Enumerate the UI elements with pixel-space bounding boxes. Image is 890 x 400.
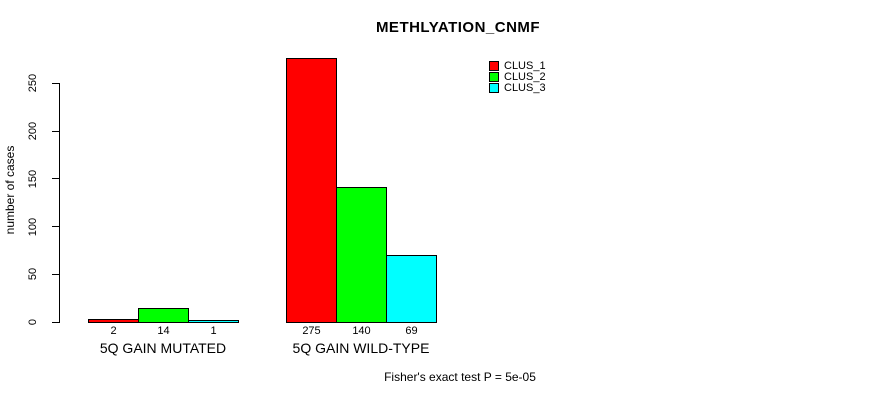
legend-label: CLUS_2	[504, 71, 546, 83]
bar-clus_2-group2	[336, 187, 387, 323]
legend-swatch-clus_3	[489, 83, 499, 93]
legend-item: CLUS_1	[489, 60, 546, 72]
bar-value-label: 1	[210, 325, 217, 337]
y-axis-tick	[52, 82, 59, 84]
bar-clus_1-group2	[286, 58, 337, 323]
legend-item: CLUS_3	[489, 82, 546, 94]
legend-item: CLUS_2	[489, 71, 546, 83]
pvalue-annotation: Fisher's exact test P = 5e-05	[384, 370, 536, 384]
y-axis-tick-label: 0	[27, 318, 39, 326]
y-axis-tick	[52, 321, 59, 323]
y-axis-tick	[52, 178, 59, 180]
bar-value-label: 14	[157, 325, 170, 337]
bar-value-label: 2	[110, 325, 117, 337]
bar-value-label: 140	[352, 325, 371, 337]
y-axis-tick	[52, 130, 59, 132]
y-axis-tick-label: 100	[27, 217, 39, 236]
group-label: 5Q GAIN MUTATED	[99, 340, 227, 356]
y-axis-tick-label: 250	[27, 74, 39, 93]
y-axis-tick	[52, 273, 59, 275]
y-axis-tick	[52, 226, 59, 228]
bar-clus_3-group1	[188, 320, 239, 323]
bar-value-label: 275	[302, 325, 321, 337]
y-axis-line	[59, 83, 60, 323]
y-axis-tick-label: 150	[27, 169, 39, 188]
legend-label: CLUS_3	[504, 82, 546, 94]
group-label: 5Q GAIN WILD-TYPE	[292, 340, 430, 356]
bar-value-label: 69	[405, 325, 418, 337]
legend-swatch-clus_2	[489, 72, 499, 82]
legend-swatch-clus_1	[489, 61, 499, 71]
legend-label: CLUS_1	[504, 60, 546, 72]
bar-clus_3-group2	[386, 255, 437, 323]
y-axis-tick-label: 200	[27, 121, 39, 141]
bar-clus_1-group1	[88, 319, 139, 323]
legend: CLUS_1 CLUS_2 CLUS_3	[489, 61, 546, 94]
bar-clus_2-group1	[138, 307, 189, 323]
y-axis-tick-label: 50	[27, 268, 39, 281]
chart-title: METHLYATION_CNMF	[375, 19, 541, 36]
